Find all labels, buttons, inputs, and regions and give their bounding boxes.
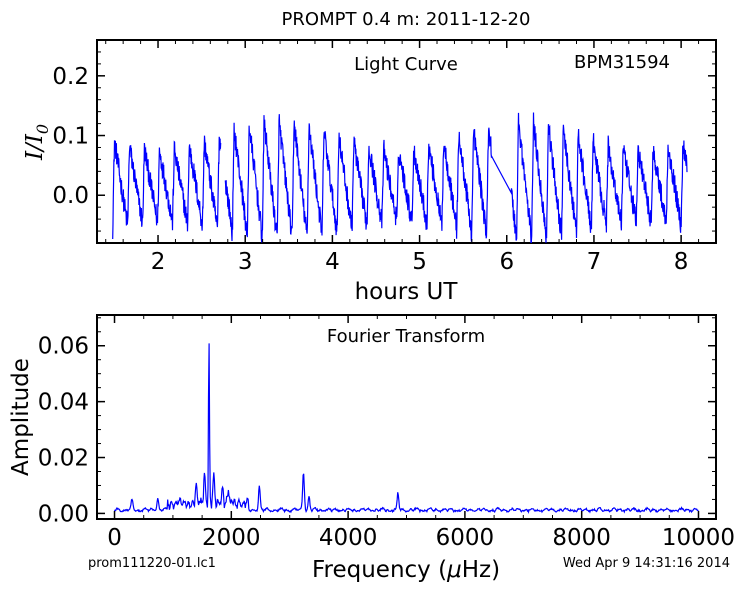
x-tick-label: 6 (499, 249, 514, 275)
fourier-transform-y-axis-label: Amplitude (8, 358, 34, 476)
svg-text:I/I0: I/I0 (22, 124, 52, 161)
light-curve-title: Light Curve (354, 54, 458, 75)
x-tick-label: 8000 (552, 525, 611, 551)
x-tick-label: 4000 (319, 525, 378, 551)
x-tick-label: 4 (325, 249, 340, 275)
x-tick-label: 10000 (662, 525, 735, 551)
fourier-x-label-mu: μ (446, 557, 462, 583)
fourier-transform-series-group (113, 343, 699, 514)
y-tick-label: 0.02 (38, 446, 89, 472)
x-tick-label: 3 (238, 249, 253, 275)
fourier-transform-panel: 0 2000 4000 6000 8000 10000 0.00 0.02 0.04 0.06 F… (8, 314, 735, 583)
light-curve-panel: 2 3 4 5 6 7 8 0.0 0.1 0.2 Light Curve BPM31594 ho… (22, 39, 717, 305)
y-tick-label: 0.04 (38, 390, 89, 416)
fourier-x-label-suffix: Hz) (462, 557, 500, 583)
x-tick-label: 6000 (436, 525, 495, 551)
y-tick-label: 0.00 (38, 501, 89, 527)
fourier-transform-x-axis-label: Frequency (μHz) (312, 557, 500, 583)
light-curve-y-axis-label-subscript: 0 (33, 124, 52, 134)
footer-timestamp: Wed Apr 9 14:31:16 2014 (563, 556, 730, 571)
x-tick-label: 7 (587, 249, 602, 275)
x-tick-label: 2000 (202, 525, 261, 551)
x-tick-label: 5 (412, 249, 427, 275)
light-curve-y-axis-label: I/I0 (22, 124, 52, 161)
y-tick-label: 0.2 (52, 64, 89, 90)
fourier-transform-title: Fourier Transform (327, 326, 485, 347)
light-curve-line (112, 112, 688, 243)
light-curve-axes-frame (96, 39, 717, 244)
y-tick-label: 0.1 (52, 124, 89, 150)
light-curve-y-axis-label-main: I/I (22, 133, 48, 161)
y-tick-label: 0.06 (38, 334, 89, 360)
star-name-annotation: BPM31594 (574, 52, 670, 73)
fourier-x-label-prefix: Frequency ( (312, 557, 447, 583)
x-tick-label: 2 (151, 249, 166, 275)
figure-title: PROMPT 0.4 m: 2011-12-20 (282, 9, 531, 30)
light-curve-ticks: 2 3 4 5 6 7 8 0.0 0.1 0.2 (52, 40, 716, 275)
light-curve-series-group (112, 112, 688, 243)
fourier-transform-line (113, 343, 699, 514)
fourier-transform-ticks: 0 2000 4000 6000 8000 10000 0.00 0.02 0.04 0.06 (38, 315, 735, 551)
footer-filename: prom111220-01.lc1 (88, 556, 216, 571)
y-tick-label: 0.0 (52, 183, 89, 209)
x-tick-label: 8 (674, 249, 689, 275)
x-tick-label: 0 (107, 525, 122, 551)
light-curve-x-axis-label: hours UT (355, 279, 459, 305)
